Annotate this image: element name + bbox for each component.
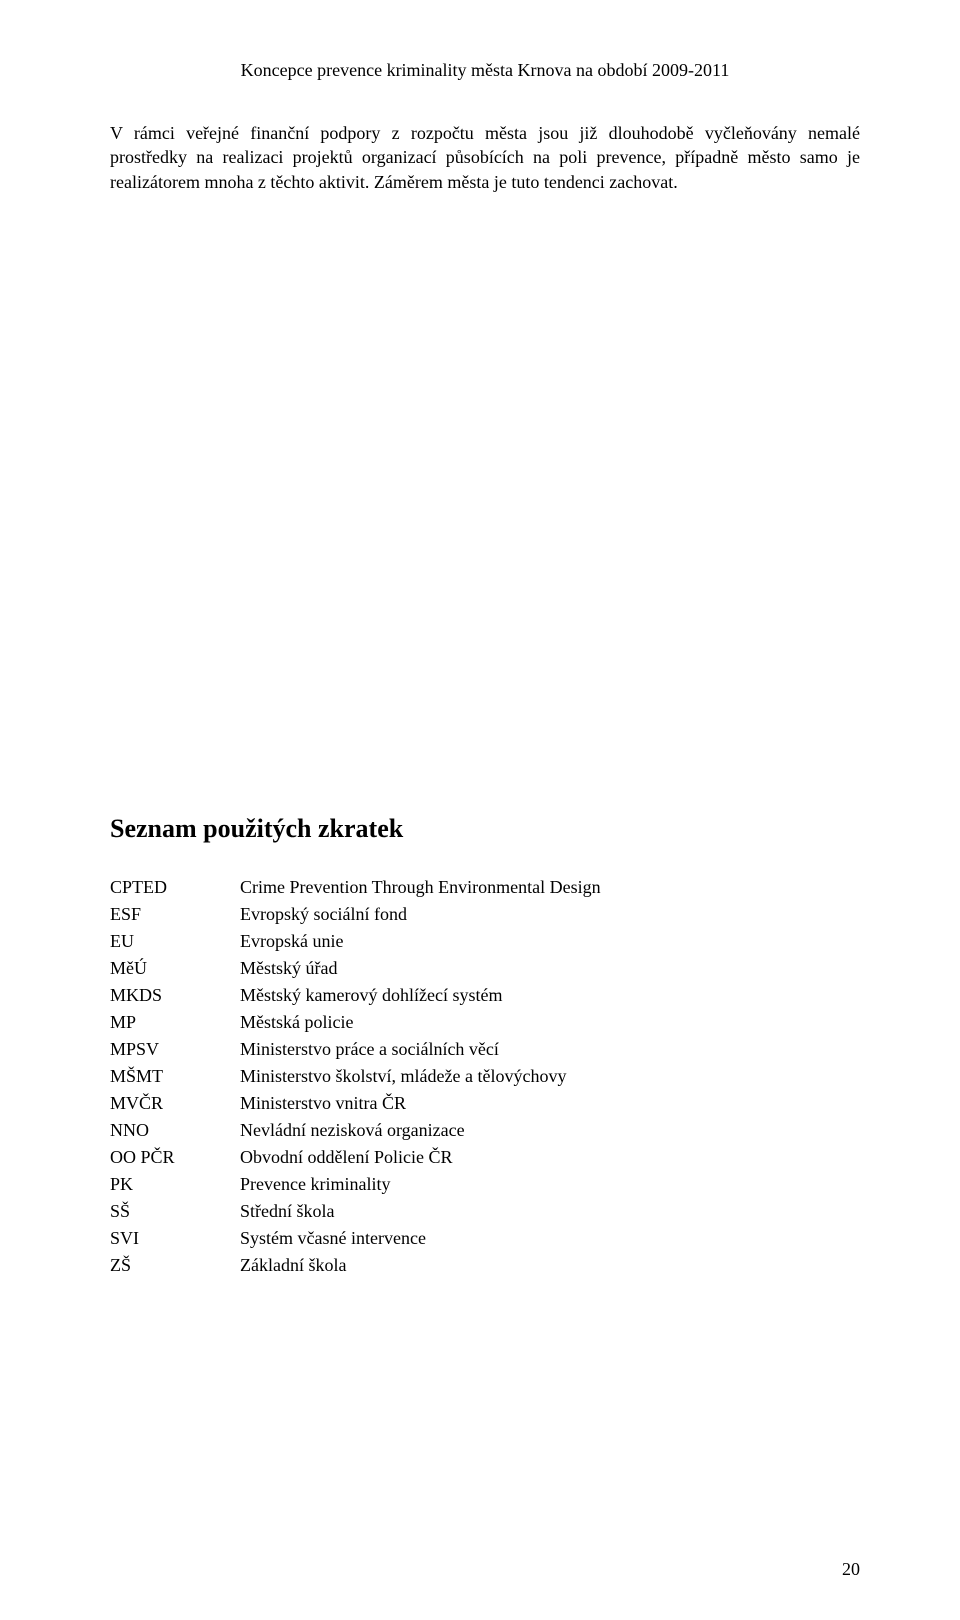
abbrev-row: OO PČR Obvodní oddělení Policie ČR bbox=[110, 1144, 860, 1171]
abbrev-value: Obvodní oddělení Policie ČR bbox=[240, 1144, 860, 1171]
abbrev-row: PK Prevence kriminality bbox=[110, 1171, 860, 1198]
abbrev-row: MěÚ Městský úřad bbox=[110, 955, 860, 982]
abbrev-key: MěÚ bbox=[110, 955, 240, 982]
abbrev-value: Evropský sociální fond bbox=[240, 901, 860, 928]
abbrev-key: SVI bbox=[110, 1225, 240, 1252]
abbrev-row: MŠMT Ministerstvo školství, mládeže a tě… bbox=[110, 1063, 860, 1090]
abbrev-key: MVČR bbox=[110, 1090, 240, 1117]
abbrev-key: MP bbox=[110, 1009, 240, 1036]
abbrev-key: ESF bbox=[110, 901, 240, 928]
abbrev-value: Evropská unie bbox=[240, 928, 860, 955]
section-title: Seznam použitých zkratek bbox=[110, 814, 860, 844]
abbrev-key: CPTED bbox=[110, 874, 240, 901]
header-title: Koncepce prevence kriminality města Krno… bbox=[241, 60, 730, 80]
abbrev-key: SŠ bbox=[110, 1198, 240, 1225]
abbrev-value: Ministerstvo práce a sociálních věcí bbox=[240, 1036, 860, 1063]
page-header: Koncepce prevence kriminality města Krno… bbox=[110, 60, 860, 81]
abbrev-key: MPSV bbox=[110, 1036, 240, 1063]
abbrev-row: ESF Evropský sociální fond bbox=[110, 901, 860, 928]
abbrev-row: ZŠ Základní škola bbox=[110, 1252, 860, 1279]
abbrev-key: PK bbox=[110, 1171, 240, 1198]
abbrev-value: Crime Prevention Through Environmental D… bbox=[240, 874, 860, 901]
abbrev-value: Systém včasné intervence bbox=[240, 1225, 860, 1252]
abbrev-row: NNO Nevládní nezisková organizace bbox=[110, 1117, 860, 1144]
body-paragraph: V rámci veřejné finanční podpory z rozpo… bbox=[110, 121, 860, 194]
abbreviation-table: CPTED Crime Prevention Through Environme… bbox=[110, 874, 860, 1279]
abbrev-row: CPTED Crime Prevention Through Environme… bbox=[110, 874, 860, 901]
abbrev-row: MP Městská policie bbox=[110, 1009, 860, 1036]
abbrev-value: Městská policie bbox=[240, 1009, 860, 1036]
abbrev-row: SVI Systém včasné intervence bbox=[110, 1225, 860, 1252]
abbrev-value: Ministerstvo vnitra ČR bbox=[240, 1090, 860, 1117]
paragraph-text: V rámci veřejné finanční podpory z rozpo… bbox=[110, 123, 860, 192]
abbrev-key: MKDS bbox=[110, 982, 240, 1009]
abbrev-key: MŠMT bbox=[110, 1063, 240, 1090]
abbrev-value: Základní škola bbox=[240, 1252, 860, 1279]
abbrev-key: ZŠ bbox=[110, 1252, 240, 1279]
abbrev-key: NNO bbox=[110, 1117, 240, 1144]
abbrev-value: Ministerstvo školství, mládeže a tělovýc… bbox=[240, 1063, 860, 1090]
abbrev-row: MKDS Městský kamerový dohlížecí systém bbox=[110, 982, 860, 1009]
page-number: 20 bbox=[842, 1559, 860, 1580]
abbrev-value: Městský kamerový dohlížecí systém bbox=[240, 982, 860, 1009]
abbrev-value: Střední škola bbox=[240, 1198, 860, 1225]
abbrev-row: MPSV Ministerstvo práce a sociálních věc… bbox=[110, 1036, 860, 1063]
abbrev-value: Nevládní nezisková organizace bbox=[240, 1117, 860, 1144]
abbrev-key: OO PČR bbox=[110, 1144, 240, 1171]
abbrev-value: Prevence kriminality bbox=[240, 1171, 860, 1198]
abbrev-row: MVČR Ministerstvo vnitra ČR bbox=[110, 1090, 860, 1117]
abbrev-value: Městský úřad bbox=[240, 955, 860, 982]
abbrev-row: SŠ Střední škola bbox=[110, 1198, 860, 1225]
abbrev-key: EU bbox=[110, 928, 240, 955]
abbrev-row: EU Evropská unie bbox=[110, 928, 860, 955]
